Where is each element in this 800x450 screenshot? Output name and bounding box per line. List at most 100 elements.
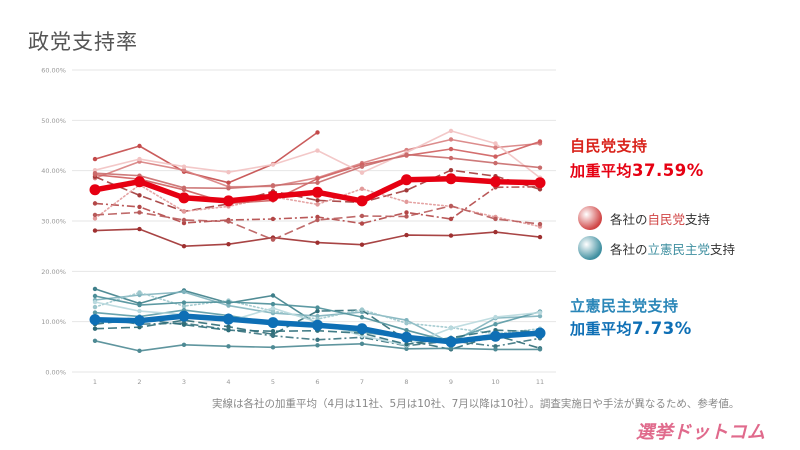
y-tick-label: 20.00% <box>41 268 66 276</box>
x-tick-label: 2 <box>137 378 141 386</box>
data-point <box>89 314 101 326</box>
ldp-avg-prefix: 加重平均 <box>570 162 633 180</box>
data-point <box>226 180 231 185</box>
data-point <box>401 174 412 186</box>
data-point <box>92 326 98 331</box>
pollster-series-cdp <box>92 290 543 336</box>
y-axis-ticks: 0.00% 10.00% 20.00% 30.00% 40.00% 50.00% 60.00… <box>41 67 66 377</box>
data-point <box>537 310 543 315</box>
data-point <box>315 343 320 348</box>
data-point <box>226 169 231 175</box>
data-point <box>270 305 276 311</box>
data-point <box>445 336 457 348</box>
x-axis-ticks: 1 2 3 4 5 6 7 8 9 10 11 <box>93 378 544 386</box>
data-point <box>92 338 98 343</box>
series-line <box>94 288 318 325</box>
data-point <box>226 344 231 349</box>
y-tick-label: 50.00% <box>41 117 66 125</box>
data-point <box>137 348 142 354</box>
data-point <box>493 160 498 166</box>
data-point <box>359 221 365 226</box>
data-point <box>448 167 454 173</box>
series-line <box>94 205 541 241</box>
pollster-series-ldp <box>92 152 543 191</box>
ldp-callout-average: 加重平均37.59% <box>570 160 704 181</box>
data-point <box>137 308 142 314</box>
data-point <box>270 333 276 338</box>
data-point <box>92 167 98 173</box>
data-point <box>267 190 279 202</box>
data-point <box>537 221 543 227</box>
data-point <box>181 322 187 327</box>
data-point <box>181 289 187 295</box>
data-point <box>181 217 187 223</box>
data-point <box>181 243 187 249</box>
data-point <box>359 341 365 347</box>
data-point <box>404 346 409 352</box>
data-point <box>92 304 98 310</box>
data-point <box>359 213 365 219</box>
data-point <box>226 324 231 329</box>
data-point <box>315 180 320 185</box>
site-logo: 選挙ドットコム <box>636 422 766 443</box>
data-point <box>315 148 320 153</box>
data-point <box>356 323 368 335</box>
data-point <box>404 342 409 347</box>
data-point <box>315 214 320 220</box>
data-point <box>404 328 409 333</box>
data-point <box>356 195 368 207</box>
data-point <box>181 185 187 190</box>
data-point <box>92 310 98 315</box>
y-tick-label: 30.00% <box>41 218 66 226</box>
pollster-series-ldp <box>92 226 543 249</box>
data-point <box>493 344 498 349</box>
legend-dot-ldp <box>578 206 602 230</box>
data-point <box>404 320 409 326</box>
data-point <box>493 314 498 320</box>
x-tick-label: 10 <box>491 378 499 386</box>
data-point <box>226 328 231 333</box>
series-lines <box>89 128 546 354</box>
legend-suffix: 支持 <box>685 211 711 227</box>
ldp-avg-value: 37.59% <box>632 161 704 180</box>
x-tick-label: 11 <box>536 378 544 386</box>
data-point <box>315 176 320 181</box>
x-tick-label: 1 <box>93 378 97 386</box>
data-point <box>534 327 546 339</box>
data-point <box>493 216 498 222</box>
series-line <box>94 131 318 184</box>
data-point <box>493 154 498 159</box>
data-point <box>315 308 320 314</box>
data-point <box>445 173 457 185</box>
x-tick-label: 6 <box>315 378 319 386</box>
cdp-avg-prefix: 加重平均 <box>570 320 633 338</box>
data-point <box>181 342 187 348</box>
data-point <box>267 317 279 329</box>
data-point <box>404 210 409 215</box>
data-point <box>137 143 142 149</box>
x-tick-label: 3 <box>182 378 186 386</box>
data-point <box>312 319 323 331</box>
data-point <box>404 188 409 193</box>
data-point <box>92 228 98 233</box>
data-point <box>534 177 546 189</box>
data-point <box>315 198 320 203</box>
pollster-series-ldp <box>92 128 543 180</box>
data-point <box>270 183 276 188</box>
data-point <box>92 170 98 176</box>
data-point <box>89 184 101 196</box>
data-point <box>404 232 409 238</box>
data-point <box>312 186 323 198</box>
data-point <box>270 237 276 242</box>
data-point <box>92 212 98 218</box>
data-point <box>404 317 409 323</box>
data-point <box>226 299 231 305</box>
data-point <box>178 192 190 204</box>
legend-label-cdp: 各社の立憲民主党支持 <box>610 239 735 258</box>
series-line <box>94 169 541 213</box>
legend-party: 立憲民主党 <box>647 241 711 257</box>
data-point <box>178 310 190 322</box>
legend-party: 自民党 <box>647 211 686 227</box>
x-tick-label: 9 <box>449 378 453 386</box>
data-point <box>359 164 365 169</box>
